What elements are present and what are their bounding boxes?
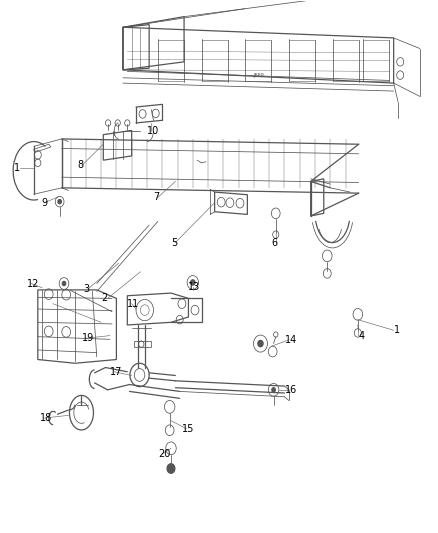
Text: 2: 2: [101, 293, 107, 303]
Circle shape: [167, 464, 175, 473]
Circle shape: [191, 280, 195, 285]
Text: 12: 12: [27, 279, 39, 288]
Text: 3: 3: [84, 284, 90, 294]
Text: 5: 5: [171, 238, 177, 247]
Circle shape: [62, 281, 66, 286]
Text: 15: 15: [182, 424, 194, 434]
Circle shape: [258, 341, 263, 347]
Text: 19: 19: [81, 333, 94, 343]
Text: 4: 4: [359, 330, 365, 341]
Text: 20: 20: [158, 449, 170, 458]
Text: 17: 17: [110, 367, 122, 377]
Text: 9: 9: [41, 198, 47, 208]
Text: 1: 1: [394, 325, 400, 335]
Text: 7: 7: [153, 192, 160, 203]
Text: 18: 18: [40, 413, 52, 423]
Circle shape: [58, 199, 61, 204]
Text: 6: 6: [272, 238, 278, 247]
Text: JEEP: JEEP: [253, 73, 264, 78]
Text: 11: 11: [127, 298, 140, 309]
Text: 8: 8: [77, 160, 83, 171]
Text: 16: 16: [285, 385, 297, 395]
Circle shape: [272, 387, 276, 392]
Text: 10: 10: [147, 126, 159, 136]
Text: 14: 14: [285, 335, 297, 345]
Text: 13: 13: [188, 282, 201, 292]
Text: 1: 1: [14, 163, 20, 173]
